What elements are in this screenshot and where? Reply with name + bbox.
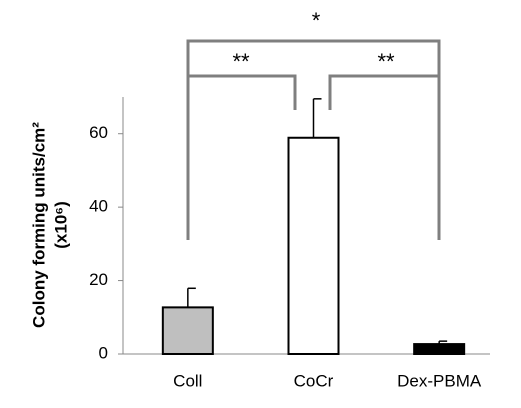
y-label-line: (x10⁶) xyxy=(51,201,70,249)
significance-brackets xyxy=(186,39,441,240)
y-tick-label: 40 xyxy=(89,197,108,216)
bar xyxy=(287,136,340,355)
x-tick-label: Coll xyxy=(173,371,202,390)
y-axis-label: Colony forming units/cm² (x10⁶) xyxy=(29,122,70,328)
bracket xyxy=(328,74,441,240)
y-tick-label: 20 xyxy=(89,270,108,289)
bar xyxy=(413,343,466,355)
y-tick-label: 60 xyxy=(89,123,108,142)
x-tick-label: Dex-PBMA xyxy=(397,371,482,390)
bracket xyxy=(186,74,297,240)
bar xyxy=(161,306,214,356)
y-tick-label: 0 xyxy=(99,343,108,362)
significance-label: ** xyxy=(232,49,250,74)
y-label-line: Colony forming units/cm² xyxy=(29,122,48,328)
significance-label: * xyxy=(312,8,321,33)
significance-label: ** xyxy=(377,49,395,74)
x-tick-label: CoCr xyxy=(294,371,334,390)
